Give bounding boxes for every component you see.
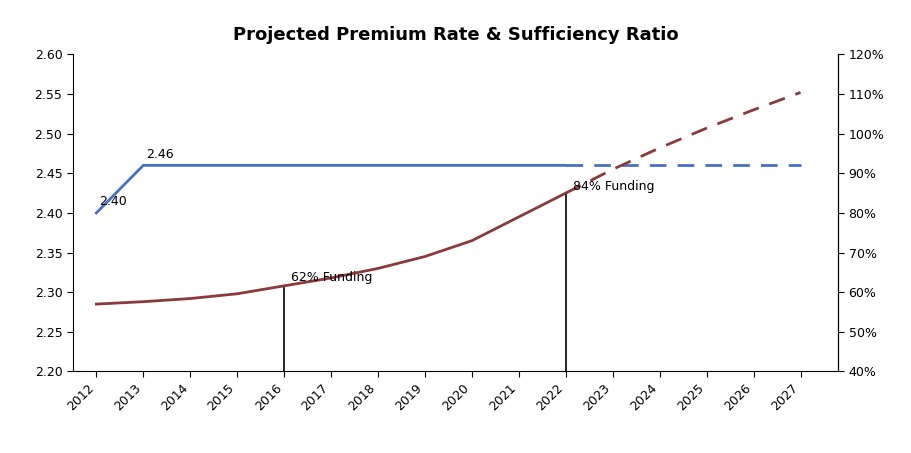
Text: 2.40: 2.40 (98, 195, 127, 208)
Text: 62% Funding: 62% Funding (292, 271, 373, 284)
Text: 84% Funding: 84% Funding (573, 180, 654, 193)
Title: Projected Premium Rate & Sufficiency Ratio: Projected Premium Rate & Sufficiency Rat… (232, 26, 679, 44)
Text: 2.46: 2.46 (146, 148, 173, 161)
